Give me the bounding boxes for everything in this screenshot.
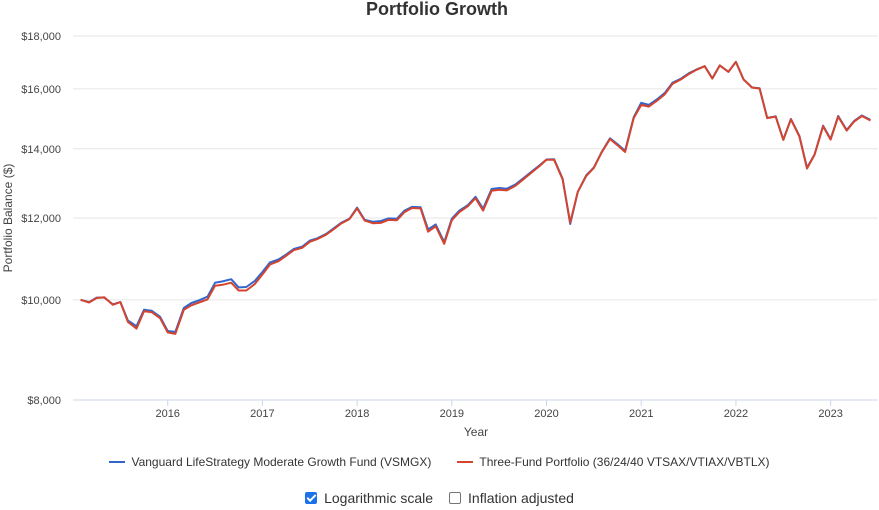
series-line-three-fund [80,60,871,335]
y-tick-label: $8,000 [27,395,61,407]
y-tick-label: $18,000 [21,31,61,43]
portfolio-growth-chart: Portfolio Growth $8,000 $10,000 $12,000 $14… [1,0,878,439]
legend: Vanguard LifeStrategy Moderate Growth Fu… [0,455,879,469]
y-tick-label: $12,000 [21,213,61,225]
legend-item-vsmgx[interactable]: Vanguard LifeStrategy Moderate Growth Fu… [109,455,431,469]
log-scale-checkbox[interactable] [305,492,318,504]
grid-lines [73,35,878,401]
legend-item-three-fund[interactable]: Three-Fund Portfolio (36/24/40 VTSAX/VTI… [457,455,770,469]
y-tick-label: $10,000 [21,295,61,307]
legend-swatch-three-fund [457,461,474,463]
series-line-vsmgx [80,60,871,333]
y-tick-label: $14,000 [21,144,61,156]
x-tick-label: 2016 [155,408,179,420]
log-scale-label: Logarithmic scale [324,490,434,506]
y-axis-ticks: $8,000 $10,000 $12,000 $14,000 $16,000 $18,00… [21,31,61,407]
x-tick-label: 2017 [250,408,274,420]
chart-title: Portfolio Growth [366,0,508,19]
x-tick-label: 2019 [440,408,464,420]
x-tick-label: 2022 [724,408,748,420]
inflation-adjusted-label: Inflation adjusted [468,490,574,506]
x-tick-label: 2018 [345,408,369,420]
log-scale-option[interactable]: Logarithmic scale [305,490,433,506]
x-axis-label: Year [464,425,488,439]
x-tick-label: 2021 [629,408,653,420]
y-tick-label: $16,000 [21,84,61,96]
legend-label-three-fund: Three-Fund Portfolio (36/24/40 VTSAX/VTI… [479,455,770,469]
inflation-adjusted-option[interactable]: Inflation adjusted [449,490,574,506]
legend-swatch-vsmgx [109,461,126,463]
inflation-adjusted-checkbox[interactable] [449,492,462,504]
x-tick-label: 2020 [534,408,558,420]
x-tick-label: 2023 [818,408,842,420]
chart-options: Logarithmic scale Inflation adjusted [0,490,879,506]
series-lines [80,60,871,335]
x-axis-ticks: 2016 2017 2018 2019 2020 2021 2022 2023 [155,400,843,420]
y-axis-label: Portfolio Balance ($) [1,164,15,273]
legend-label-vsmgx: Vanguard LifeStrategy Moderate Growth Fu… [131,455,432,469]
